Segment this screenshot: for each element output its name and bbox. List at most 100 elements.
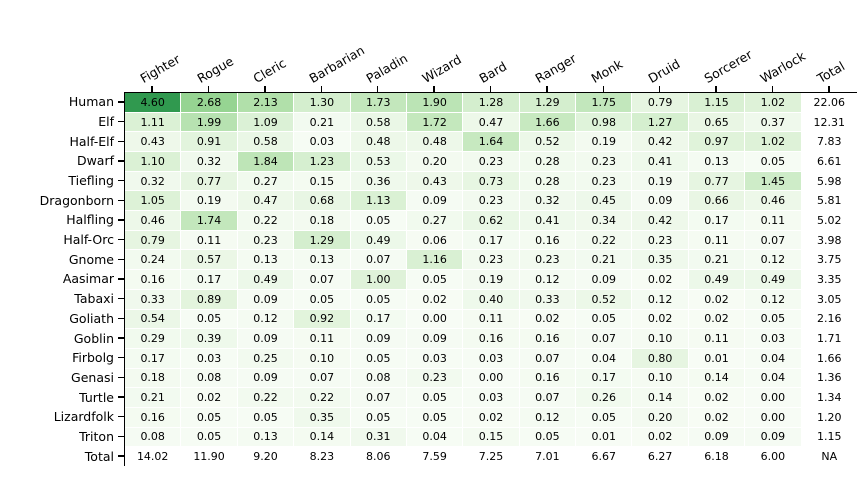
row-label: Goliath xyxy=(69,310,114,326)
heatmap-cell: 0.26 xyxy=(576,388,632,407)
heatmap-cell: 0.01 xyxy=(688,348,745,368)
heatmap-cell: 1.20 xyxy=(801,407,857,427)
column-label: Ranger xyxy=(532,50,579,86)
heatmap-cell: 3.98 xyxy=(801,230,857,250)
x-axis-tick xyxy=(828,86,830,92)
heatmap-cell: 12.31 xyxy=(801,112,857,132)
heatmap-grid: 4.60 2.68 2.13 1.30 1.73 1.90 1.28 1.29 1.75 0.79… xyxy=(124,92,857,466)
heatmap-cell: 0.52 xyxy=(519,132,576,152)
heatmap-cell: 0.07 xyxy=(294,368,350,388)
heatmap-cell: 3.05 xyxy=(801,289,857,309)
heatmap-cell: 0.25 xyxy=(237,348,294,368)
heatmap-cell: 0.15 xyxy=(463,427,519,447)
heatmap-cell: 0.05 xyxy=(181,407,237,427)
heatmap-cell: 0.46 xyxy=(745,191,801,211)
heatmap-cell: 0.19 xyxy=(463,270,519,289)
heatmap-cell: 0.43 xyxy=(406,171,463,191)
heatmap-cell: 0.11 xyxy=(181,230,237,250)
heatmap-cell: 0.80 xyxy=(632,348,688,368)
heatmap-cell: 0.05 xyxy=(350,289,406,309)
heatmap-cell: 1.09 xyxy=(237,112,294,132)
heatmap-cell: 7.25 xyxy=(463,447,519,466)
heatmap-cell: 0.14 xyxy=(294,427,350,447)
heatmap-cell: 0.16 xyxy=(125,407,181,427)
heatmap-cell: 0.09 xyxy=(350,329,406,348)
heatmap-cell: 0.00 xyxy=(406,309,463,329)
heatmap-cell: 0.10 xyxy=(294,348,350,368)
heatmap-cell: 0.23 xyxy=(406,368,463,388)
y-axis-tick xyxy=(118,416,124,418)
heatmap-cell: 1.13 xyxy=(350,191,406,211)
heatmap-cell: 0.17 xyxy=(688,211,745,230)
heatmap-cell: 1.23 xyxy=(294,152,350,171)
heatmap-cell: 1.29 xyxy=(519,93,576,112)
heatmap-cell: 0.33 xyxy=(125,289,181,309)
heatmap-cell: 0.23 xyxy=(576,152,632,171)
heatmap-cell: 0.07 xyxy=(519,388,576,407)
heatmap-cell: 0.17 xyxy=(576,368,632,388)
heatmap-cell: 0.24 xyxy=(125,250,181,270)
heatmap-cell: 0.17 xyxy=(125,348,181,368)
row-label: Genasi xyxy=(71,369,114,385)
heatmap-cell: NA xyxy=(801,447,857,466)
heatmap-cell: 1.27 xyxy=(632,112,688,132)
heatmap-cell: 0.01 xyxy=(576,427,632,447)
column-label: Paladin xyxy=(363,50,410,86)
x-axis-tick xyxy=(433,86,435,92)
y-axis-tick xyxy=(118,219,124,221)
heatmap-cell: 1.00 xyxy=(350,270,406,289)
heatmap-cell: 7.83 xyxy=(801,132,857,152)
heatmap-cell: 0.79 xyxy=(125,230,181,250)
heatmap-cell: 1.10 xyxy=(125,152,181,171)
heatmap-cell: 0.05 xyxy=(406,270,463,289)
heatmap-cell: 0.68 xyxy=(294,191,350,211)
heatmap-cell: 0.02 xyxy=(688,388,745,407)
heatmap-cell: 0.09 xyxy=(237,289,294,309)
row-label: Dragonborn xyxy=(39,192,114,208)
heatmap-cell: 0.05 xyxy=(181,427,237,447)
heatmap-cell: 0.92 xyxy=(294,309,350,329)
heatmap-cell: 8.06 xyxy=(350,447,406,466)
row-label: Tiefling xyxy=(68,173,114,189)
heatmap-cell: 0.16 xyxy=(125,270,181,289)
heatmap-cell: 0.09 xyxy=(237,329,294,348)
heatmap-cell: 1.34 xyxy=(801,388,857,407)
heatmap-cell: 0.05 xyxy=(294,289,350,309)
heatmap-cell: 1.36 xyxy=(801,368,857,388)
heatmap-cell: 0.58 xyxy=(350,112,406,132)
heatmap-cell: 0.39 xyxy=(181,329,237,348)
heatmap-cell: 0.33 xyxy=(519,289,576,309)
y-axis-tick xyxy=(118,317,124,320)
heatmap-cell: 0.47 xyxy=(463,112,519,132)
y-axis-tick xyxy=(118,258,124,260)
x-axis-tick xyxy=(715,86,717,92)
y-axis-tick xyxy=(118,297,124,300)
heatmap-cell: 0.05 xyxy=(406,388,463,407)
column-label: Sorcerer xyxy=(701,46,755,86)
heatmap-cell: 0.02 xyxy=(406,289,463,309)
heatmap-cell: 0.77 xyxy=(181,171,237,191)
heatmap-cell: 0.03 xyxy=(745,329,801,348)
heatmap-cell: 2.13 xyxy=(237,93,294,112)
heatmap-cell: 14.02 xyxy=(125,447,181,466)
heatmap-cell: 0.49 xyxy=(237,270,294,289)
heatmap-cell: 0.97 xyxy=(688,132,745,152)
heatmap-cell: 1.66 xyxy=(801,348,857,368)
heatmap-cell: 0.53 xyxy=(350,152,406,171)
y-axis-tick xyxy=(118,160,124,162)
heatmap-cell: 0.32 xyxy=(181,152,237,171)
heatmap-cell: 0.09 xyxy=(745,427,801,447)
row-label: Turtle xyxy=(79,389,114,405)
heatmap-cell: 0.48 xyxy=(350,132,406,152)
heatmap-cell: 0.03 xyxy=(181,348,237,368)
heatmap-cell: 3.75 xyxy=(801,250,857,270)
y-axis-tick xyxy=(118,396,124,398)
column-label: Warlock xyxy=(757,48,809,86)
heatmap-cell: 0.98 xyxy=(576,112,632,132)
heatmap-cell: 0.03 xyxy=(463,348,519,368)
heatmap-cell: 1.11 xyxy=(125,112,181,132)
x-axis-ticks xyxy=(124,86,857,92)
heatmap-cell: 0.02 xyxy=(463,407,519,427)
x-axis-tick xyxy=(207,86,210,92)
heatmap-cell: 0.02 xyxy=(632,427,688,447)
